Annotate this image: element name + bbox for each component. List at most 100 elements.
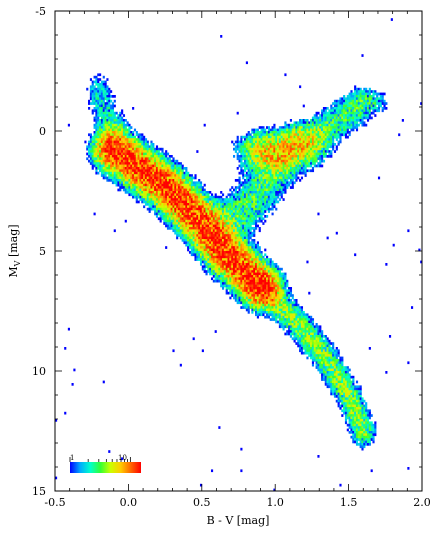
density-cell <box>192 205 195 209</box>
density-cell <box>227 258 230 261</box>
density-cell <box>264 260 267 264</box>
density-cell <box>289 119 293 122</box>
density-cell <box>102 164 105 168</box>
density-cell <box>370 116 373 120</box>
density-cell <box>267 169 270 173</box>
density-cell <box>154 186 157 189</box>
density-cell <box>110 152 113 156</box>
density-cell <box>319 157 322 161</box>
density-cell <box>203 239 206 242</box>
density-cell <box>108 97 111 101</box>
density-cell <box>115 176 118 180</box>
density-cell <box>260 275 263 278</box>
density-cell <box>212 265 215 269</box>
density-cell <box>238 219 241 223</box>
density-cell <box>354 111 357 115</box>
density-cell <box>93 99 96 103</box>
density-cell <box>121 135 124 139</box>
density-cell <box>328 143 331 146</box>
density-cell <box>144 147 148 151</box>
density-cell <box>346 126 349 129</box>
density-cell <box>210 205 214 209</box>
density-cell <box>84 140 87 144</box>
density-cell <box>264 191 267 194</box>
density-cell <box>275 176 278 180</box>
density-cell <box>244 275 247 278</box>
density-cell <box>277 181 280 185</box>
density-cell <box>99 169 102 173</box>
density-cell <box>97 123 100 127</box>
density-cell <box>210 255 214 259</box>
density-cell <box>220 224 223 228</box>
density-cell <box>188 200 192 204</box>
density-cell <box>255 267 258 271</box>
density-cell <box>350 121 353 125</box>
density-cell <box>233 246 236 249</box>
density-cell <box>185 167 188 170</box>
density-cell <box>201 203 204 206</box>
density-cell <box>170 155 173 158</box>
density-cell <box>266 164 269 168</box>
density-cell <box>231 229 234 233</box>
density-cell <box>234 265 237 269</box>
density-cell <box>218 215 221 218</box>
density-cell <box>218 205 221 209</box>
density-cell <box>225 255 228 259</box>
density-cell <box>251 167 254 170</box>
density-cell <box>154 203 157 206</box>
density-cell <box>152 164 155 168</box>
density-cell <box>236 239 239 242</box>
density-cell <box>313 133 316 137</box>
density-cell <box>165 162 168 165</box>
density-cell <box>249 246 252 249</box>
density-cell <box>165 217 168 221</box>
density-cell <box>170 183 173 187</box>
density-cell <box>249 193 252 197</box>
density-cell <box>365 109 368 113</box>
density-cell <box>203 224 206 228</box>
density-cell <box>95 78 98 81</box>
density-cell <box>91 145 94 149</box>
density-cell <box>207 253 210 257</box>
density-cell <box>344 99 348 103</box>
density-cell <box>199 236 203 240</box>
density-cell <box>130 133 133 137</box>
density-cell <box>317 162 320 165</box>
density-cell <box>172 195 175 199</box>
density-cell <box>121 183 124 187</box>
density-cell <box>154 167 157 170</box>
density-cell <box>119 111 122 115</box>
density-cell <box>238 186 241 189</box>
density-cell <box>132 162 135 165</box>
density-cell <box>251 255 254 259</box>
density-cell <box>245 255 248 259</box>
density-cell <box>170 188 173 192</box>
density-cell <box>251 270 254 273</box>
density-cell <box>354 99 357 103</box>
density-cell <box>100 102 104 105</box>
density-cell <box>282 138 285 141</box>
density-cell <box>176 186 179 189</box>
density-cell <box>181 193 184 197</box>
density-cell <box>122 150 126 153</box>
density-cell <box>154 147 157 151</box>
density-cell <box>227 231 230 235</box>
density-cell <box>130 135 133 139</box>
density-cell <box>106 119 109 122</box>
density-cell <box>284 147 287 151</box>
density-cell <box>161 152 164 156</box>
density-cell <box>227 229 230 233</box>
density-cell <box>280 155 283 158</box>
density-cell <box>165 205 168 209</box>
density-cell <box>255 164 258 168</box>
density-cell <box>256 157 259 161</box>
density-cell <box>267 162 270 165</box>
density-cell <box>278 159 282 163</box>
density-cell <box>122 157 126 161</box>
density-cell <box>255 277 258 281</box>
density-cell <box>106 121 109 125</box>
density-cell <box>343 111 346 115</box>
density-cell <box>187 215 190 218</box>
density-cell <box>275 145 278 149</box>
density-cell <box>236 200 239 204</box>
